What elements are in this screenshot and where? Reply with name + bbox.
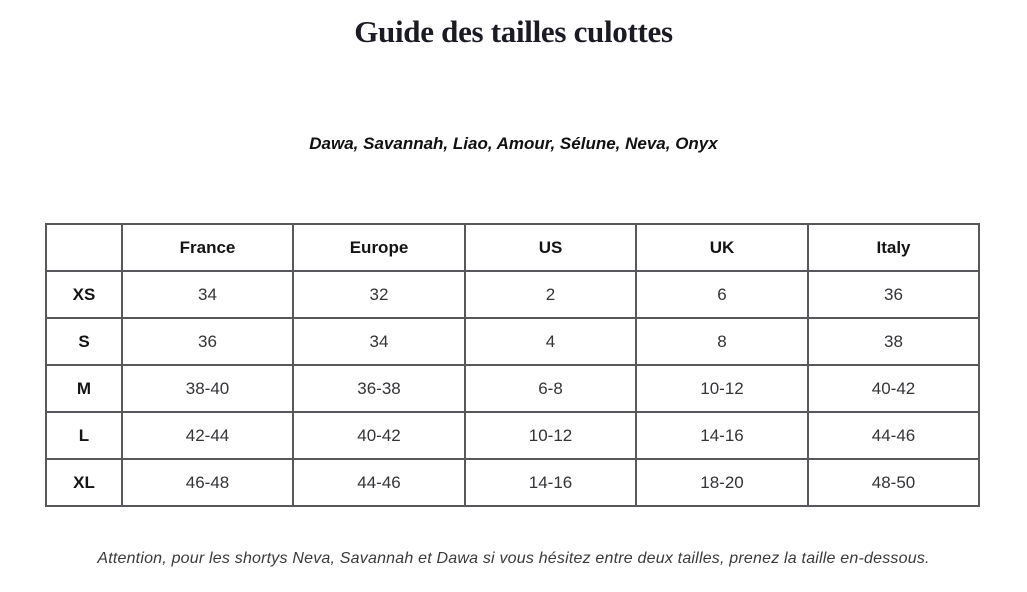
column-header-france: France [121,223,294,272]
cell-l-europe: 40-42 [292,411,466,460]
cell-xl-france: 46-48 [121,458,294,507]
row-label-s: S [45,317,123,366]
cell-m-uk: 10-12 [635,364,809,413]
column-header-italy: Italy [807,223,980,272]
cell-s-italy: 38 [807,317,980,366]
footer-note: Attention, pour les shortys Neva, Savann… [97,550,930,567]
table-row-xl: XL 46-48 44-46 14-16 18-20 48-50 [45,458,980,507]
product-models-subtitle: Dawa, Savannah, Liao, Amour, Sélune, Nev… [309,134,718,153]
row-label-l: L [45,411,123,460]
cell-s-europe: 34 [292,317,466,366]
column-header-uk: UK [635,223,809,272]
cell-m-france: 38-40 [121,364,294,413]
cell-xl-us: 14-16 [464,458,637,507]
column-header-blank [45,223,123,272]
size-guide-table: France Europe US UK Italy XS 34 32 2 6 3… [45,223,980,507]
cell-xs-us: 2 [464,270,637,319]
table-row-s: S 36 34 4 8 38 [45,317,980,366]
cell-xs-uk: 6 [635,270,809,319]
table-header-row: France Europe US UK Italy [45,223,980,272]
cell-xl-italy: 48-50 [807,458,980,507]
cell-l-uk: 14-16 [635,411,809,460]
row-label-xs: XS [45,270,123,319]
cell-m-italy: 40-42 [807,364,980,413]
table-row-xs: XS 34 32 2 6 36 [45,270,980,319]
row-label-m: M [45,364,123,413]
cell-l-us: 10-12 [464,411,637,460]
cell-xs-france: 34 [121,270,294,319]
cell-s-us: 4 [464,317,637,366]
cell-xl-europe: 44-46 [292,458,466,507]
cell-m-us: 6-8 [464,364,637,413]
table-row-l: L 42-44 40-42 10-12 14-16 44-46 [45,411,980,460]
cell-s-uk: 8 [635,317,809,366]
cell-xs-europe: 32 [292,270,466,319]
row-label-xl: XL [45,458,123,507]
cell-s-france: 36 [121,317,294,366]
table-row-m: M 38-40 36-38 6-8 10-12 40-42 [45,364,980,413]
cell-l-france: 42-44 [121,411,294,460]
cell-xs-italy: 36 [807,270,980,319]
column-header-europe: Europe [292,223,466,272]
cell-l-italy: 44-46 [807,411,980,460]
cell-xl-uk: 18-20 [635,458,809,507]
cell-m-europe: 36-38 [292,364,466,413]
page-title: Guide des tailles culottes [354,14,673,49]
column-header-us: US [464,223,637,272]
